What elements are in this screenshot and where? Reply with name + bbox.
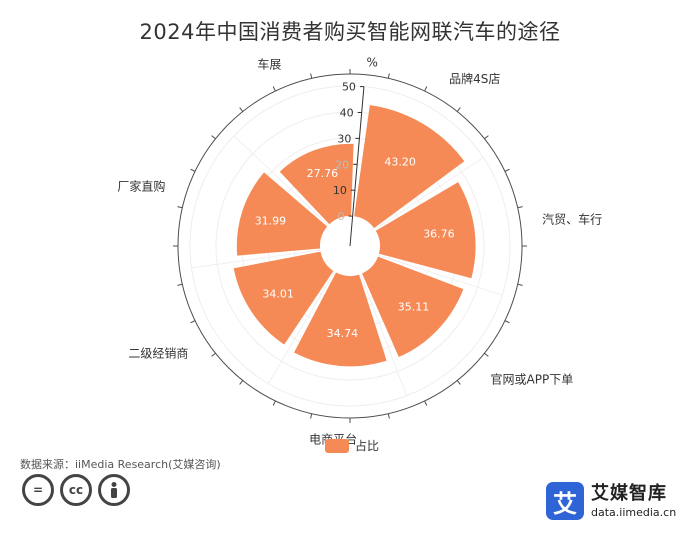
radial-tick-label: 50	[342, 81, 356, 94]
ring-tick	[177, 283, 183, 286]
bar-3[interactable]	[362, 256, 464, 358]
ring-tick	[424, 86, 428, 92]
ring-tick	[190, 320, 196, 324]
grid-spoke	[191, 249, 321, 269]
ring-tick	[517, 283, 523, 286]
brand-logo[interactable]: 艾 艾媒智库 data.iimedia.cn	[546, 482, 676, 520]
category-label-2: 汽贸、车行	[542, 211, 602, 226]
radial-tick-label: 30	[337, 132, 351, 145]
ring-tick	[484, 135, 489, 140]
legend-swatch	[325, 438, 349, 453]
radial-tick-label: 10	[333, 184, 347, 197]
person-icon	[98, 474, 130, 506]
data-source: 数据来源：iiMedia Research(艾媒咨询)	[20, 458, 221, 471]
grid-spoke	[378, 254, 503, 296]
logo-url: data.iimedia.cn	[591, 505, 677, 519]
category-label-1: 品牌4S店	[449, 72, 500, 86]
grid-ring	[189, 85, 511, 407]
equals-icon: =	[22, 474, 54, 506]
ring-tick	[504, 168, 510, 172]
legend-label: 占比	[355, 439, 380, 453]
radial-axis	[349, 86, 365, 247]
chart-title: 2024年中国消费者购买智能网联汽车的途径	[139, 20, 561, 44]
category-label-3: 官网或APP下单	[491, 372, 574, 387]
logo-name: 艾媒智库	[591, 482, 667, 504]
license-icons: = cc	[22, 474, 130, 506]
bar-6[interactable]	[236, 172, 328, 256]
ring-tick	[517, 206, 523, 209]
ring-tick	[272, 400, 276, 406]
ring-tick	[310, 73, 313, 79]
logo-badge-icon: 艾	[546, 482, 584, 520]
ring-tick	[190, 168, 196, 172]
category-label-5: 二级经销商	[128, 345, 188, 360]
ring-tick	[239, 107, 244, 112]
grid-spoke	[233, 135, 329, 226]
ring-tick	[387, 413, 390, 419]
data-label-2: 36.76	[423, 228, 455, 241]
ring-tick	[239, 380, 244, 385]
ring-tick	[211, 135, 216, 140]
ring-tick	[456, 380, 461, 385]
category-label-7: 车展	[257, 57, 281, 72]
data-label-3: 35.11	[398, 300, 430, 313]
category-label-6: 厂家直购	[117, 179, 165, 194]
ring-tick	[456, 107, 461, 112]
data-label-1: 43.20	[384, 156, 416, 169]
data-label-5: 34.01	[262, 288, 294, 301]
ring-tick	[177, 206, 183, 209]
ring-tick	[387, 73, 390, 79]
ring-tick	[484, 352, 489, 357]
ring-tick	[272, 86, 276, 92]
bar-2[interactable]	[375, 182, 476, 279]
bar-7[interactable]	[279, 143, 354, 225]
radial-tick-label: 40	[340, 107, 354, 120]
bar-1[interactable]	[354, 105, 465, 229]
chart-legend[interactable]: 占比	[325, 437, 379, 454]
ring-tick	[211, 352, 216, 357]
bar-5[interactable]	[233, 251, 334, 345]
radial-tick-label: 0	[338, 210, 345, 223]
grid-spoke	[374, 157, 484, 230]
ring-tick	[310, 413, 313, 419]
grid-spoke	[360, 273, 408, 396]
grid-spoke	[267, 271, 336, 384]
data-label-6: 31.99	[255, 214, 287, 227]
data-label-4: 34.74	[327, 327, 359, 340]
ring-tick	[424, 400, 428, 406]
ring-tick	[504, 320, 510, 324]
bar-4[interactable]	[294, 272, 387, 367]
data-label-7: 27.76	[307, 167, 339, 180]
cc-icon: cc	[60, 474, 92, 506]
radial-tick-label: 20	[335, 158, 349, 171]
radial-unit: %	[367, 56, 378, 70]
grid-ring	[215, 111, 485, 381]
